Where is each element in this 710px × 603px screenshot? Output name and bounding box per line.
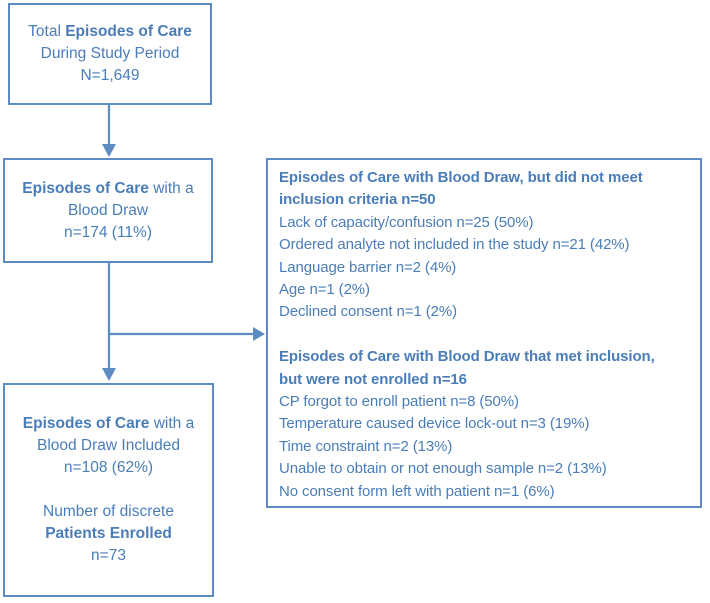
not-enrolled-header-line1: Episodes of Care with Blood Draw that me… [279, 348, 655, 366]
included-line1-regular: with a [149, 415, 195, 432]
included-line1-bold: Episodes of Care [22, 415, 150, 432]
included-line2: Blood Draw Included [36, 437, 181, 454]
patients-enrolled-line1: Number of discrete [43, 503, 174, 520]
exclusion-reason: Lack of capacity/confusion n=25 (50%) [279, 213, 534, 231]
box-episodes-with-blood-draw: Episodes of Care with a Blood Draw n=174… [3, 158, 213, 263]
not-enrolled-reason: Unable to obtain or not enough sample n=… [279, 460, 607, 478]
exclusion-reason: Ordered analyte not included in the stud… [279, 236, 630, 254]
arrow-down-icon [102, 144, 116, 157]
blood-draw-count: n=174 (11%) [63, 223, 153, 241]
not-enrolled-reason: CP forgot to enroll patient n=8 (50%) [279, 393, 519, 411]
not-enrolled-header-line2: but were not enrolled n=16 [279, 370, 467, 388]
patients-enrolled-count: n=73 [91, 547, 126, 564]
not-enrolled-reason: Temperature caused device lock-out n=3 (… [279, 415, 590, 433]
total-episodes-line1-bold: Episodes of Care [65, 23, 192, 40]
exclusions-spacer [279, 324, 694, 346]
included-line1: Episodes of Care with a [23, 413, 194, 435]
arrow-right-icon [253, 327, 265, 341]
not-meeting-inclusion-header-line2: inclusion criteria n=50 [279, 191, 436, 209]
not-enrolled-reason: No consent form left with patient n=1 (6… [279, 482, 555, 500]
included-count: n=108 (62%) [63, 459, 154, 476]
arrow-down-icon [102, 368, 116, 381]
blood-draw-line1: Episodes of Care with a [22, 178, 193, 200]
total-episodes-line2: During Study Period [40, 45, 180, 62]
blood-draw-line1-regular: with a [148, 179, 194, 197]
exclusion-reason: Age n=1 (2%) [279, 281, 370, 299]
patients-enrolled-line2: Patients Enrolled [45, 525, 172, 542]
blood-draw-line1-bold: Episodes of Care [22, 179, 149, 197]
not-enrolled-reason: Time constraint n=2 (13%) [279, 437, 453, 455]
exclusion-reason: Declined consent n=1 (2%) [279, 303, 458, 321]
blood-draw-line2: Blood Draw [67, 201, 149, 219]
total-episodes-count: N=1,649 [80, 67, 140, 84]
box-total-episodes: Total Episodes of Care During Study Peri… [8, 3, 212, 105]
exclusion-reason: Language barrier n=2 (4%) [279, 258, 457, 276]
box-exclusion-details: Episodes of Care with Blood Draw, but di… [266, 158, 702, 508]
box-blood-draw-included: Episodes of Care with a Blood Draw Inclu… [3, 383, 214, 597]
not-meeting-inclusion-header-line1: Episodes of Care with Blood Draw, but di… [279, 169, 643, 186]
total-episodes-line1-regular: Total [28, 23, 66, 40]
total-episodes-line1: Total Episodes of Care [28, 21, 192, 43]
